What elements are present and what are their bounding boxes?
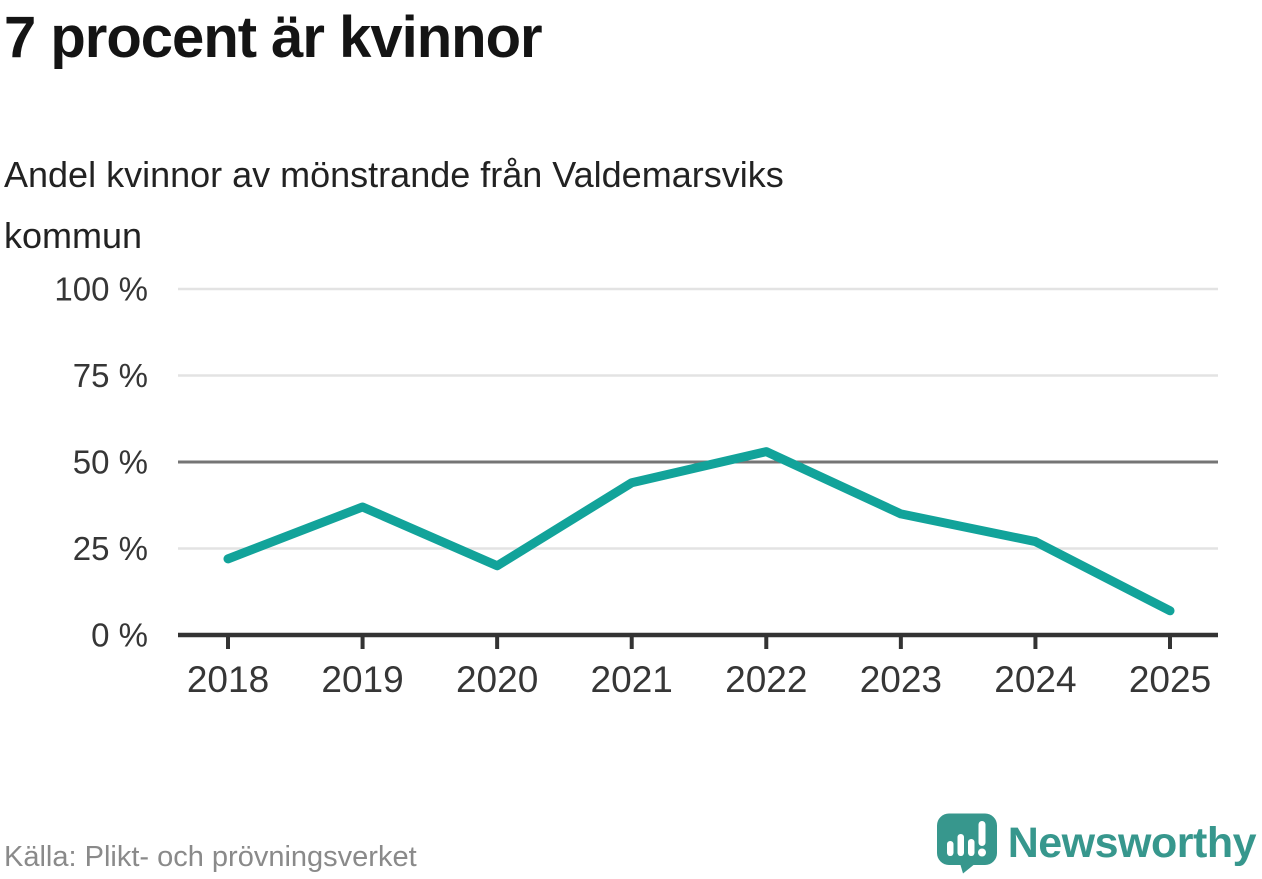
chart-subtitle: Andel kvinnor av mönstrande från Valdema… [4,144,784,266]
chart-subtitle-line-2: kommun [4,215,143,256]
x-axis-tick-label: 2021 [591,659,673,700]
newsworthy-logo: Newsworthy [936,813,1257,874]
y-axis-tick-label: 100 % [54,271,148,308]
x-axis-tick-label: 2018 [187,659,269,700]
data-line [223,447,1175,616]
x-axis-tick-label: 2023 [860,659,942,700]
source-note: Källa: Plikt- och prövningsverket [4,841,417,873]
chart-title: 7 procent är kvinnor [4,5,543,70]
x-axis-tick-label: 2025 [1129,659,1211,700]
y-axis-tick-label: 0 % [91,617,148,654]
newsworthy-speech-bubble-barchart-icon [936,813,997,874]
y-axis-tick-label: 75 % [73,357,148,394]
y-axis-tick-label: 25 % [73,530,148,567]
newsworthy-wordmark: Newsworthy [1007,819,1257,867]
chart-subtitle-line-1: Andel kvinnor av mönstrande från Valdema… [4,154,784,195]
x-axis-tick-label: 2019 [321,659,403,700]
x-axis-tick-label: 2022 [725,659,807,700]
x-axis-tick-label: 2024 [994,659,1076,700]
x-axis-tick-label: 2020 [456,659,538,700]
y-axis-tick-label: 50 % [73,444,148,481]
